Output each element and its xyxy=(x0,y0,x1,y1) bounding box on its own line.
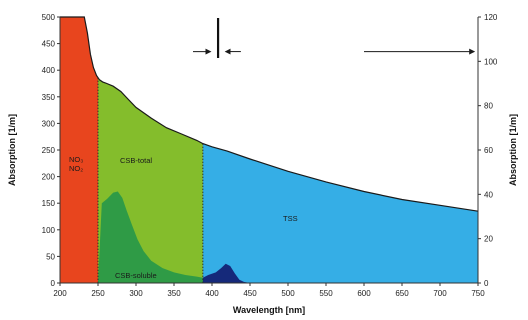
x-tick-label: 300 xyxy=(129,289,143,298)
y-tick-label: 450 xyxy=(42,40,56,49)
x-tick-label: 700 xyxy=(433,289,447,298)
area-csb-soluble xyxy=(98,191,203,283)
y-tick-label: 400 xyxy=(42,66,56,75)
y2-tick-label: 60 xyxy=(484,146,493,155)
y2-tick-label: 100 xyxy=(484,57,498,66)
axes: 0 50 100 150 200 250 300 350 400 450 500 0 20 40 60 80 1… xyxy=(42,13,498,298)
total-absorption-line xyxy=(60,16,479,212)
y2-tick-label: 20 xyxy=(484,235,493,244)
y2-tick-label: 80 xyxy=(484,102,493,111)
x-tick-label: 500 xyxy=(281,289,295,298)
x-axis-title: Wavelength [nm] xyxy=(233,305,305,315)
x-tick-label: 200 xyxy=(53,289,67,298)
x-tick-label: 650 xyxy=(395,289,409,298)
y-tick-label: 200 xyxy=(42,173,56,182)
y-tick-label: 0 xyxy=(51,279,56,288)
label-csb-soluble: CSB-soluble xyxy=(115,271,157,280)
y-tick-label: 300 xyxy=(42,119,56,128)
y-tick-label: 100 xyxy=(42,226,56,235)
label-tss: TSS xyxy=(283,214,298,223)
x-tick-label: 400 xyxy=(205,289,219,298)
x-tick-label: 350 xyxy=(167,289,181,298)
label-csb-total: CSB-total xyxy=(120,156,152,165)
y2-tick-label: 120 xyxy=(484,13,498,22)
x-tick-label: 450 xyxy=(243,289,257,298)
area-tss xyxy=(202,143,478,283)
x-tick-label: 250 xyxy=(91,289,105,298)
y-tick-label: 50 xyxy=(46,252,55,261)
y2-tick-label: 0 xyxy=(484,279,489,288)
x-tick-label: 550 xyxy=(319,289,333,298)
x-tick-label: 600 xyxy=(357,289,371,298)
y2-tick-label: 40 xyxy=(484,190,493,199)
y-tick-label: 250 xyxy=(42,146,56,155)
label-no2: NO₂ xyxy=(69,164,83,173)
x-tick-label: 750 xyxy=(471,289,485,298)
chart-annotations xyxy=(193,18,476,58)
label-no3: NO₃ xyxy=(69,155,83,164)
y-tick-label: 350 xyxy=(42,93,56,102)
y-tick-label: 150 xyxy=(42,199,56,208)
y-axis-title: Absorption [1/m] xyxy=(7,114,17,186)
area-no3-no2 xyxy=(60,17,98,283)
y-tick-label: 500 xyxy=(42,13,56,22)
area-peak xyxy=(202,263,250,283)
y2-axis-title: Absorption [1/m] xyxy=(508,114,518,186)
